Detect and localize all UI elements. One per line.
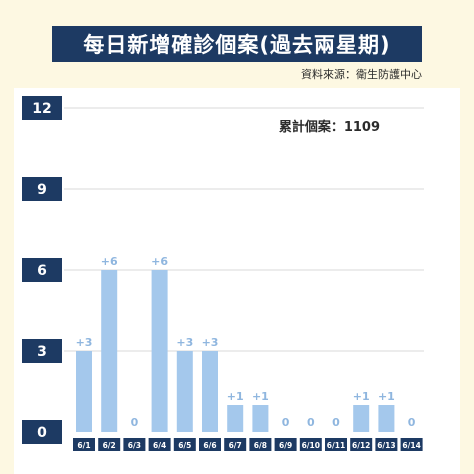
bar (227, 405, 244, 432)
bar (353, 405, 370, 432)
x-tick-label: 6/4 (153, 441, 166, 450)
x-tick-box (173, 438, 196, 451)
x-tick-label: 6/6 (203, 441, 216, 450)
y-tick-box (22, 420, 62, 444)
data-label: 0 (408, 416, 416, 429)
data-source: 資料來源：衛生防護中心 (301, 68, 422, 81)
data-label: +6 (101, 255, 118, 268)
x-tick-label: 6/9 (279, 441, 292, 450)
data-label: +3 (76, 336, 93, 349)
bar (176, 351, 193, 432)
bar (151, 270, 168, 432)
x-tick-box (73, 438, 95, 451)
y-tick-box (22, 96, 62, 120)
cumulative-cases-annotation: 累計個案：1109 (279, 119, 380, 135)
x-tick-box (350, 438, 373, 451)
x-tick-box (98, 438, 121, 451)
x-tick-label: 6/12 (352, 441, 370, 450)
x-tick-label: 6/11 (327, 441, 345, 450)
data-label: +1 (252, 390, 269, 403)
x-tick-label: 6/7 (229, 441, 242, 450)
y-tick-label: 0 (37, 425, 47, 441)
x-tick-box (274, 438, 297, 451)
bar (202, 351, 218, 432)
x-tick-box (375, 438, 398, 451)
data-label: 0 (307, 416, 315, 429)
x-tick-label: 6/2 (103, 441, 116, 450)
x-tick-label: 6/5 (178, 441, 191, 450)
data-label: 0 (131, 416, 139, 429)
data-label: 0 (282, 416, 290, 429)
bar (76, 351, 92, 432)
x-tick-label: 6/1 (77, 441, 90, 450)
data-label: +6 (151, 255, 168, 268)
chart-title: 每日新增確診個案(過去兩星期) (52, 26, 422, 62)
y-tick-label: 3 (37, 344, 47, 360)
y-tick-label: 9 (37, 182, 47, 198)
y-tick-box (22, 339, 62, 363)
x-tick-box (299, 438, 322, 451)
x-tick-box (148, 438, 171, 451)
bar (378, 405, 395, 432)
x-tick-label: 6/8 (254, 441, 267, 450)
data-label: +1 (378, 390, 395, 403)
y-tick-box (22, 177, 62, 201)
data-label: +1 (353, 390, 370, 403)
y-tick-label: 6 (37, 263, 47, 279)
x-tick-box (400, 438, 423, 451)
x-tick-box (325, 438, 347, 451)
data-label: +1 (227, 390, 244, 403)
x-tick-box (199, 438, 221, 451)
x-tick-label: 6/3 (128, 441, 141, 450)
data-label: 0 (332, 416, 340, 429)
x-tick-label: 6/14 (402, 441, 420, 450)
x-tick-label: 6/13 (377, 441, 395, 450)
bar (101, 270, 118, 432)
x-tick-box (123, 438, 146, 451)
x-tick-box (224, 438, 247, 451)
data-label: +3 (202, 336, 219, 349)
bar (252, 405, 269, 432)
x-tick-box (249, 438, 272, 451)
data-label: +3 (176, 336, 193, 349)
y-tick-box (22, 258, 62, 282)
y-tick-label: 12 (32, 101, 51, 117)
x-tick-label: 6/10 (302, 441, 320, 450)
